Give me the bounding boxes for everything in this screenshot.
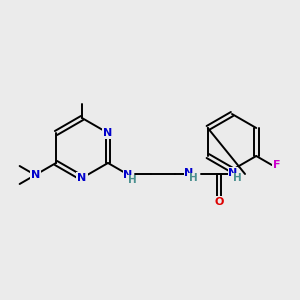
- Text: N: N: [123, 170, 133, 180]
- Text: H: H: [128, 175, 136, 185]
- Text: N: N: [184, 168, 194, 178]
- Text: N: N: [103, 128, 112, 138]
- Text: N: N: [31, 170, 40, 180]
- Text: H: H: [189, 173, 197, 183]
- Text: O: O: [214, 197, 224, 207]
- Text: N: N: [228, 168, 238, 178]
- Text: H: H: [233, 173, 242, 183]
- Text: N: N: [77, 173, 87, 183]
- Text: F: F: [273, 160, 280, 170]
